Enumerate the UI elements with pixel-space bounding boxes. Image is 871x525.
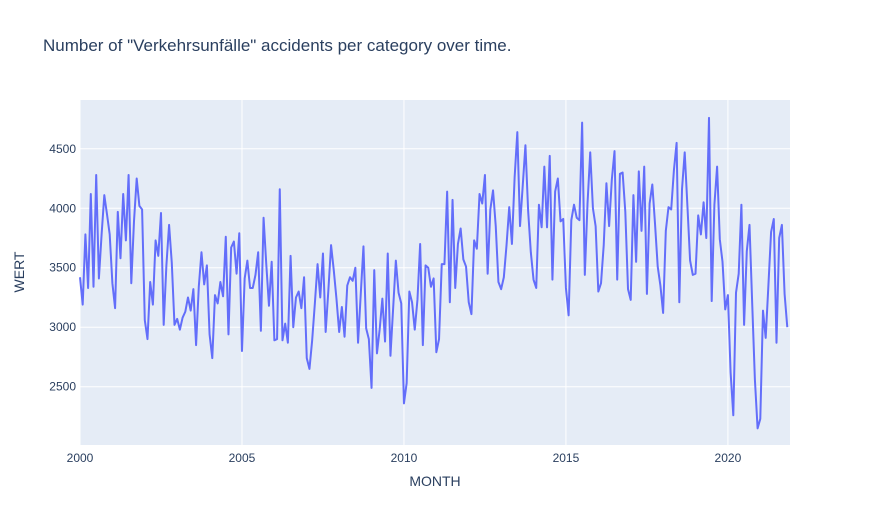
y-tick-label: 4000 [49,201,76,215]
x-axis-ticks: 2000 2005 2010 2015 2020 [67,451,742,465]
data-layer [79,116,789,430]
x-axis-label: MONTH [409,473,460,489]
y-tick-label: 2500 [49,380,76,394]
y-tick-label: 3500 [49,261,76,275]
x-tick-label: 2000 [67,451,94,465]
plot-area [80,100,790,445]
x-tick-label: 2010 [391,451,418,465]
series-line [79,116,789,430]
x-tick-label: 2015 [553,451,580,465]
y-tick-label: 3000 [49,320,76,334]
y-tick-label: 4500 [49,142,76,156]
y-axis-label: WERT [11,251,27,292]
y-axis-ticks: 2500 3000 3500 4000 4500 [49,142,76,394]
x-tick-label: 2020 [715,451,742,465]
chart-title: Number of "Verkehrsunfälle" accidents pe… [43,36,511,55]
grid-lines [79,100,790,445]
x-tick-label: 2005 [229,451,256,465]
